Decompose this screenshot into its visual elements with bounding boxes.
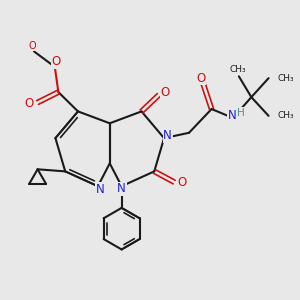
Text: H: H xyxy=(237,108,245,118)
Text: CH₃: CH₃ xyxy=(229,65,246,74)
Text: CH₃: CH₃ xyxy=(278,74,294,83)
Text: N: N xyxy=(163,129,172,142)
Text: O: O xyxy=(29,40,36,50)
Text: O: O xyxy=(196,72,206,85)
Text: O: O xyxy=(177,176,186,189)
Text: N: N xyxy=(117,182,126,195)
Text: O: O xyxy=(25,97,34,110)
Text: O: O xyxy=(160,85,170,99)
Text: CH₃: CH₃ xyxy=(278,111,294,120)
Text: O: O xyxy=(52,55,61,68)
Text: N: N xyxy=(228,109,237,122)
Text: N: N xyxy=(96,183,105,196)
